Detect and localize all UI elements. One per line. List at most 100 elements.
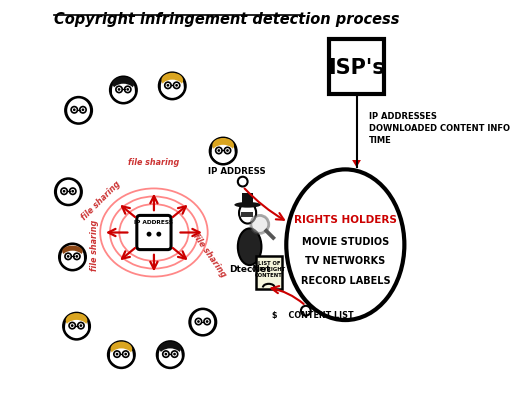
Ellipse shape [212, 139, 234, 153]
Circle shape [59, 244, 86, 270]
Circle shape [65, 98, 92, 124]
Circle shape [157, 342, 183, 368]
FancyBboxPatch shape [242, 193, 253, 205]
FancyBboxPatch shape [241, 213, 253, 218]
Text: file sharing: file sharing [80, 179, 122, 222]
Circle shape [76, 255, 78, 258]
Circle shape [251, 216, 269, 234]
Circle shape [71, 324, 73, 327]
Ellipse shape [110, 348, 133, 366]
FancyBboxPatch shape [329, 40, 384, 95]
Circle shape [126, 89, 129, 92]
Circle shape [65, 254, 71, 260]
Text: IP ADDRESS: IP ADDRESS [208, 167, 266, 176]
Ellipse shape [61, 245, 84, 269]
Circle shape [81, 109, 84, 112]
Text: LIST OF
COPYRIGHT
CONTENT: LIST OF COPYRIGHT CONTENT [252, 260, 286, 278]
Circle shape [172, 351, 178, 357]
Text: DtecNet: DtecNet [229, 264, 270, 273]
FancyBboxPatch shape [256, 256, 282, 289]
Circle shape [71, 107, 78, 114]
Circle shape [73, 109, 76, 112]
Ellipse shape [112, 78, 134, 91]
Circle shape [195, 319, 202, 325]
Ellipse shape [110, 342, 132, 357]
Circle shape [210, 139, 236, 165]
Ellipse shape [191, 310, 214, 334]
Text: RECORD LABELS: RECORD LABELS [300, 275, 390, 285]
Circle shape [175, 85, 178, 88]
Text: IP ADDRESSES
DOWNLOADED CONTENT INFO
TIME: IP ADDRESSES DOWNLOADED CONTENT INFO TIM… [369, 112, 510, 145]
Circle shape [197, 320, 200, 323]
Text: IP ADDRESS: IP ADDRESS [135, 220, 173, 225]
Circle shape [124, 353, 127, 355]
Text: ISP's: ISP's [328, 57, 385, 77]
Circle shape [224, 148, 231, 154]
Ellipse shape [65, 315, 88, 338]
Circle shape [215, 148, 222, 154]
Circle shape [71, 190, 74, 193]
Circle shape [116, 87, 122, 93]
Circle shape [173, 353, 176, 355]
Ellipse shape [62, 246, 83, 257]
Ellipse shape [67, 99, 90, 123]
Ellipse shape [238, 229, 261, 265]
Ellipse shape [61, 251, 84, 268]
Ellipse shape [57, 180, 80, 204]
Ellipse shape [112, 79, 135, 103]
Ellipse shape [239, 203, 256, 224]
Circle shape [78, 323, 84, 329]
Circle shape [159, 74, 185, 100]
Polygon shape [352, 161, 361, 168]
Circle shape [173, 83, 180, 89]
Circle shape [301, 306, 310, 316]
Text: file sharing: file sharing [90, 220, 99, 271]
Ellipse shape [110, 343, 133, 367]
Circle shape [125, 87, 131, 93]
Circle shape [80, 324, 82, 327]
Circle shape [122, 351, 129, 357]
Circle shape [73, 254, 80, 260]
Ellipse shape [159, 343, 182, 367]
Text: file sharing: file sharing [191, 232, 227, 279]
Circle shape [61, 189, 67, 195]
Circle shape [206, 320, 209, 323]
Circle shape [114, 351, 120, 357]
Circle shape [147, 232, 152, 237]
Circle shape [204, 319, 210, 325]
Ellipse shape [212, 140, 234, 164]
Circle shape [116, 353, 118, 355]
Circle shape [69, 323, 76, 329]
Ellipse shape [162, 74, 183, 88]
Ellipse shape [159, 342, 181, 355]
Ellipse shape [286, 170, 404, 320]
Text: RIGHTS HOLDERS: RIGHTS HOLDERS [294, 215, 397, 225]
Ellipse shape [161, 75, 184, 99]
Circle shape [118, 89, 120, 92]
Circle shape [165, 83, 171, 89]
Circle shape [80, 107, 86, 114]
Ellipse shape [65, 313, 88, 328]
Circle shape [63, 190, 65, 193]
Circle shape [238, 177, 248, 187]
Circle shape [190, 309, 216, 335]
Ellipse shape [212, 146, 234, 162]
Circle shape [108, 342, 135, 368]
Ellipse shape [161, 81, 184, 97]
Circle shape [63, 313, 90, 339]
Text: MOVIE STUDIOS: MOVIE STUDIOS [301, 236, 389, 246]
Text: file sharing: file sharing [128, 157, 180, 166]
FancyBboxPatch shape [137, 216, 171, 250]
Ellipse shape [112, 85, 135, 101]
Ellipse shape [65, 320, 88, 337]
Text: $    CONTENT LIST: $ CONTENT LIST [272, 310, 354, 319]
Ellipse shape [234, 202, 261, 208]
Circle shape [110, 78, 137, 104]
Circle shape [163, 351, 169, 357]
Circle shape [70, 189, 76, 195]
Circle shape [226, 150, 229, 153]
Circle shape [165, 353, 167, 355]
Circle shape [55, 179, 81, 205]
Text: Copyright infringement detection process: Copyright infringement detection process [54, 11, 400, 27]
Circle shape [67, 255, 70, 258]
